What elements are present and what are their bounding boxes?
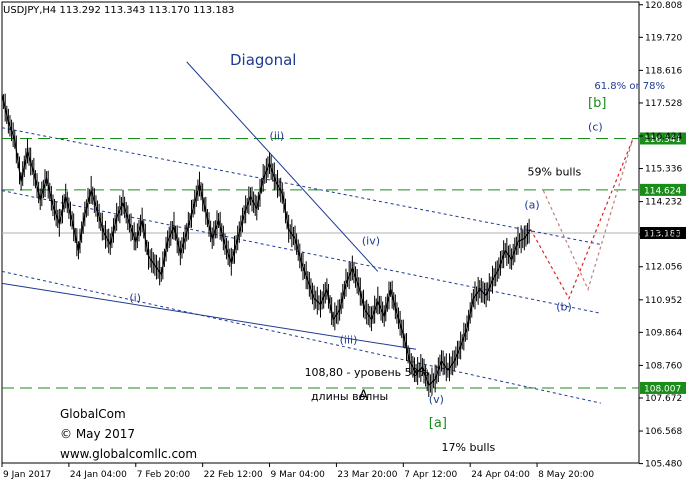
symbol-header: USDJPY,H4 113.292 113.343 113.170 113.18… (3, 5, 234, 16)
x-tick-label: 7 Feb 20:00 (137, 470, 191, 480)
y-tick-label: 107.672 (645, 394, 682, 404)
y-tick-label: 115.336 (645, 165, 682, 175)
x-tick-label: 22 Feb 12:00 (204, 470, 263, 480)
y-tick-label: 118.616 (645, 66, 682, 76)
chart-annotation: 59% bulls (528, 166, 582, 179)
level-value: 116.341 (644, 135, 681, 145)
chart-annotation: [b] (588, 96, 606, 111)
level-tag (640, 132, 686, 145)
chart-annotation: (iv) (362, 234, 380, 247)
price-layer (1, 80, 532, 397)
chart-annotation: [a] (429, 416, 447, 431)
trendlines-layer (1, 61, 601, 404)
x-tick-label: 9 Mar 04:00 (271, 470, 326, 480)
chart-annotation: длины волны (311, 390, 388, 403)
x-tick-label: 9 Jan 2017 (3, 470, 51, 480)
level-value: 114.624 (644, 186, 681, 196)
level-tag (640, 227, 686, 240)
chart-annotation: (ii) (270, 130, 285, 143)
chart-title: Diagonal (230, 51, 296, 69)
y-tick-label: 114.232 (645, 198, 682, 208)
brand-copyright: © May 2017 (60, 427, 135, 441)
y-tick-label: 112.056 (645, 263, 682, 273)
chart-annotation: (a) (524, 199, 539, 212)
middle-channel (1, 190, 601, 314)
chart-annotation: (v) (429, 393, 444, 406)
axis-layer: 120.808 119.720 118.616 117.528 116.424 115.3… (1, 1, 682, 480)
level-tag (640, 381, 686, 394)
level-tag (640, 183, 686, 196)
red-path (530, 139, 634, 300)
chart-annotation: A (359, 388, 369, 404)
levels-layer: 116.341 114.624 113.183 108.007 (2, 132, 686, 394)
y-tick-label: 109.864 (645, 328, 682, 338)
y-tick-label: 108.760 (645, 361, 682, 371)
y-tick-label: 105.480 (645, 460, 682, 470)
x-tick-label: 8 May 20:00 (538, 470, 594, 480)
x-tick-label: 24 Jan 04:00 (70, 470, 127, 480)
upper-channel (1, 127, 601, 245)
chart-annotation: (i) (129, 291, 141, 304)
y-tick-label: 117.528 (645, 99, 682, 109)
brown-path (542, 139, 634, 292)
brand-website: www.globalcomllc.com (60, 447, 197, 461)
plot-border (1, 1, 640, 464)
lower-channel (1, 270, 601, 404)
projections-layer (530, 139, 634, 300)
y-tick-label: 113.144 (645, 230, 682, 240)
plot-frame (1, 1, 640, 464)
chart-annotation: (iii) (340, 333, 358, 346)
chart-annotation: 17% bulls (442, 441, 496, 454)
y-tick-label: 119.720 (645, 33, 682, 43)
price-line (1, 94, 532, 387)
y-tick-label: 110.952 (645, 296, 682, 306)
diagonal-line (186, 61, 379, 272)
y-tick-label: 120.808 (645, 1, 682, 11)
chart-annotation: (b) (556, 300, 572, 313)
x-tick-label: 23 Mar 20:00 (337, 470, 397, 480)
x-tick-label: 7 Apr 12:00 (404, 470, 457, 480)
chart-annotation: (c) (588, 121, 603, 134)
y-tick-label: 116.424 (645, 132, 682, 142)
level-value: 113.183 (644, 230, 681, 240)
y-tick-label: 106.568 (645, 427, 682, 437)
chart-annotation: 108,80 - уровень 50% (305, 366, 430, 379)
x-tick-label: 24 Apr 04:00 (471, 470, 530, 480)
wave-trendline (1, 282, 417, 350)
brand-name: GlobalCom (60, 407, 126, 421)
labels-layer: (i) (ii) (iii) (iv) (v) (a) (b) (c) [a] [b] 61.8% … (129, 81, 665, 454)
chart-annotation: 61.8% or 78% (594, 81, 665, 92)
level-value: 108.007 (644, 384, 681, 394)
